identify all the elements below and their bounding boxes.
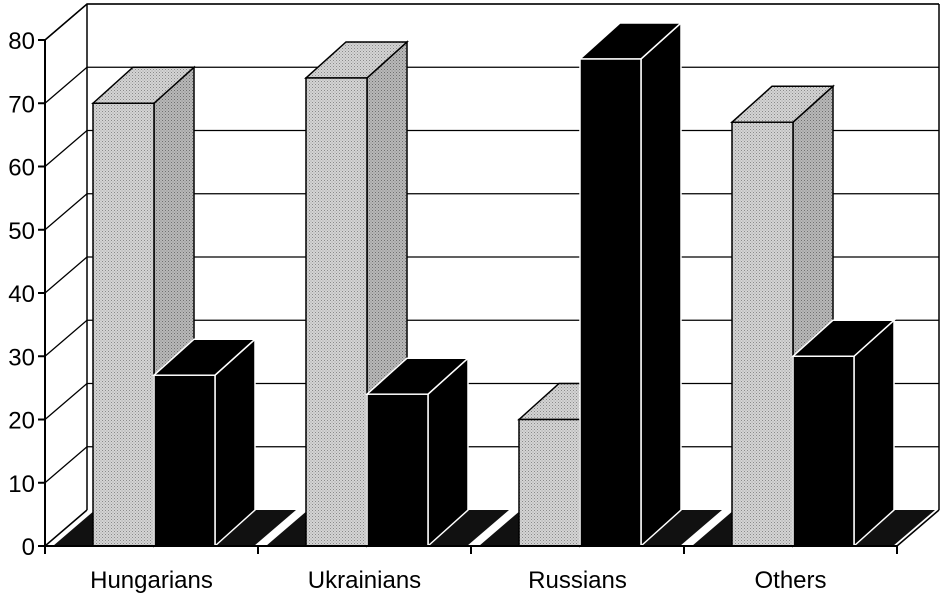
y-tick-label: 10 (8, 471, 35, 498)
floor-left-edge (44, 509, 88, 547)
bar-front (366, 393, 429, 547)
bar (578, 21, 683, 548)
bar (152, 337, 257, 548)
gridline (44, 3, 939, 41)
y-tick-label: 40 (8, 281, 35, 308)
y-tick-label: 80 (8, 28, 35, 55)
bar-front (731, 121, 794, 547)
x-tick-label: Hungarians (90, 567, 213, 594)
bar (791, 318, 896, 548)
y-tick-label: 30 (8, 344, 35, 371)
x-tick-label: Russians (528, 567, 627, 594)
y-axis (38, 39, 898, 554)
x-tick-label: Others (754, 567, 826, 594)
back-wall-top (44, 3, 939, 41)
bar-front (305, 77, 368, 547)
bars (91, 21, 896, 548)
y-tick-label: 0 (22, 534, 35, 561)
bar-front (792, 355, 855, 547)
y-tick-label: 70 (8, 91, 35, 118)
bar-front (518, 418, 581, 547)
bar-front (153, 374, 216, 547)
floor-right-edge (896, 509, 940, 547)
x-tick-label: Ukrainians (308, 567, 421, 594)
bar-side (853, 318, 895, 548)
y-tick-labels: 0 10 20 30 40 50 60 70 80 (8, 28, 35, 561)
y-tick-label: 20 (8, 408, 35, 435)
bar-front (579, 58, 642, 547)
bar (365, 356, 470, 548)
bar-front (92, 102, 155, 547)
x-tick-labels: Hungarians Ukrainians Russians Others (90, 567, 826, 594)
y-tick-label: 60 (8, 155, 35, 182)
bar-side (640, 21, 682, 548)
y-tick-label: 50 (8, 218, 35, 245)
